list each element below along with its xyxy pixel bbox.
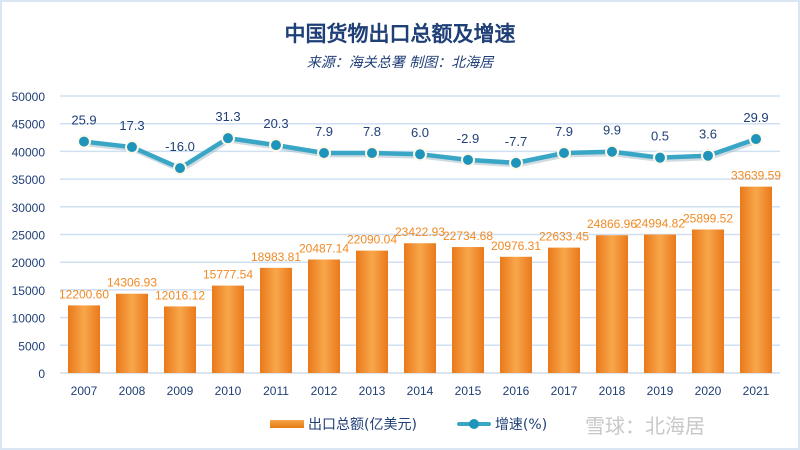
legend-bar-swatch	[270, 420, 304, 428]
y-tick-label: 40000	[12, 145, 46, 159]
bar	[644, 234, 676, 373]
bar	[548, 247, 580, 373]
bar	[404, 243, 436, 373]
growth-marker	[701, 148, 715, 163]
growth-data-label: -16.0	[165, 139, 195, 154]
x-tick-label: 2010	[215, 384, 242, 398]
watermark: 雪球：北海居	[585, 414, 705, 438]
y-tick-label: 10000	[12, 312, 46, 326]
bar-data-label: 22734.68	[443, 229, 493, 243]
x-tick-label: 2013	[359, 384, 386, 398]
x-tick-label: 2012	[311, 384, 338, 398]
growth-marker	[125, 140, 139, 155]
bar	[68, 305, 100, 373]
growth-data-label: 3.6	[699, 127, 717, 142]
x-tick-label: 2017	[551, 384, 578, 398]
bar-data-label: 22633.45	[539, 230, 589, 244]
x-tick-label: 2007	[71, 384, 98, 398]
y-tick-label: 0	[38, 367, 45, 381]
growth-data-label: 7.8	[363, 124, 381, 139]
bar	[356, 250, 388, 373]
x-tick-label: 2016	[503, 384, 530, 398]
growth-data-label: 9.9	[603, 123, 621, 138]
legend-bar-label: 出口总额(亿美元)	[308, 417, 417, 433]
growth-marker	[77, 134, 91, 149]
growth-marker	[365, 146, 379, 161]
x-tick-label: 2015	[455, 384, 482, 398]
growth-data-label: -2.9	[457, 131, 479, 146]
bar-data-label: 18983.81	[251, 250, 301, 264]
growth-marker	[413, 147, 427, 162]
growth-marker	[749, 132, 763, 147]
bar-data-label: 33639.59	[731, 169, 781, 183]
legend-line-label: 增速(%)	[494, 417, 548, 433]
growth-marker	[605, 144, 619, 159]
growth-marker	[221, 131, 235, 146]
growth-marker	[461, 152, 475, 167]
bar	[116, 293, 148, 373]
growth-data-label: 7.9	[315, 124, 333, 139]
bar	[164, 306, 196, 373]
bar-data-label: 24866.96	[587, 217, 637, 231]
y-tick-label: 15000	[12, 284, 46, 298]
growth-data-label: 7.9	[555, 124, 573, 139]
bar-data-label: 24994.82	[635, 217, 685, 231]
bar	[308, 259, 340, 373]
x-tick-label: 2018	[599, 384, 626, 398]
y-tick-label: 35000	[12, 173, 46, 187]
bar-data-label: 12200.60	[59, 287, 109, 301]
growth-data-label: 29.9	[743, 110, 768, 125]
growth-marker	[269, 138, 283, 153]
x-tick-label: 2009	[167, 384, 194, 398]
chart-title: 中国货物出口总额及增速	[284, 22, 516, 46]
growth-data-label: 0.5	[651, 129, 669, 144]
growth-data-label: -7.7	[505, 134, 527, 149]
bar-data-label: 20487.14	[299, 242, 349, 256]
bar-data-label: 25899.52	[683, 212, 733, 226]
bar	[212, 285, 244, 373]
growth-marker	[317, 145, 331, 160]
y-tick-label: 25000	[12, 229, 46, 243]
x-tick-label: 2020	[695, 384, 722, 398]
x-tick-label: 2021	[743, 384, 770, 398]
x-tick-label: 2008	[119, 384, 146, 398]
y-tick-label: 30000	[12, 201, 46, 215]
growth-marker	[653, 150, 667, 165]
bar	[740, 186, 772, 373]
growth-marker	[509, 155, 523, 170]
y-tick-label: 45000	[12, 118, 46, 132]
y-tick-label: 5000	[18, 339, 45, 353]
y-tick-label: 20000	[12, 256, 46, 270]
growth-data-label: 6.0	[411, 125, 429, 140]
growth-data-label: 25.9	[71, 113, 96, 128]
x-tick-label: 2014	[407, 384, 434, 398]
legend-line-swatch	[456, 419, 491, 429]
bar-data-label: 12016.12	[155, 288, 205, 302]
bar	[692, 229, 724, 373]
growth-data-label: 17.3	[119, 118, 144, 133]
bar-data-label: 22090.04	[347, 233, 397, 247]
growth-marker	[173, 161, 187, 176]
bar	[596, 235, 628, 373]
chart-subtitle: 来源：海关总署 制图：北海居	[306, 55, 494, 71]
bar-data-label: 15777.54	[203, 268, 253, 282]
growth-marker	[557, 145, 571, 160]
bar-data-label: 23422.93	[395, 225, 445, 239]
x-tick-label: 2019	[647, 384, 674, 398]
y-tick-label: 50000	[12, 90, 46, 104]
bar	[452, 247, 484, 373]
bar	[260, 267, 292, 373]
growth-data-label: 31.3	[215, 109, 240, 124]
bar-data-label: 14306.93	[107, 276, 157, 290]
legend: 出口总额(亿美元) 增速(%)	[270, 414, 547, 434]
bar-data-label: 20976.31	[491, 239, 541, 253]
bar	[500, 256, 532, 373]
x-tick-label: 2011	[263, 384, 289, 398]
growth-data-label: 20.3	[263, 116, 288, 131]
